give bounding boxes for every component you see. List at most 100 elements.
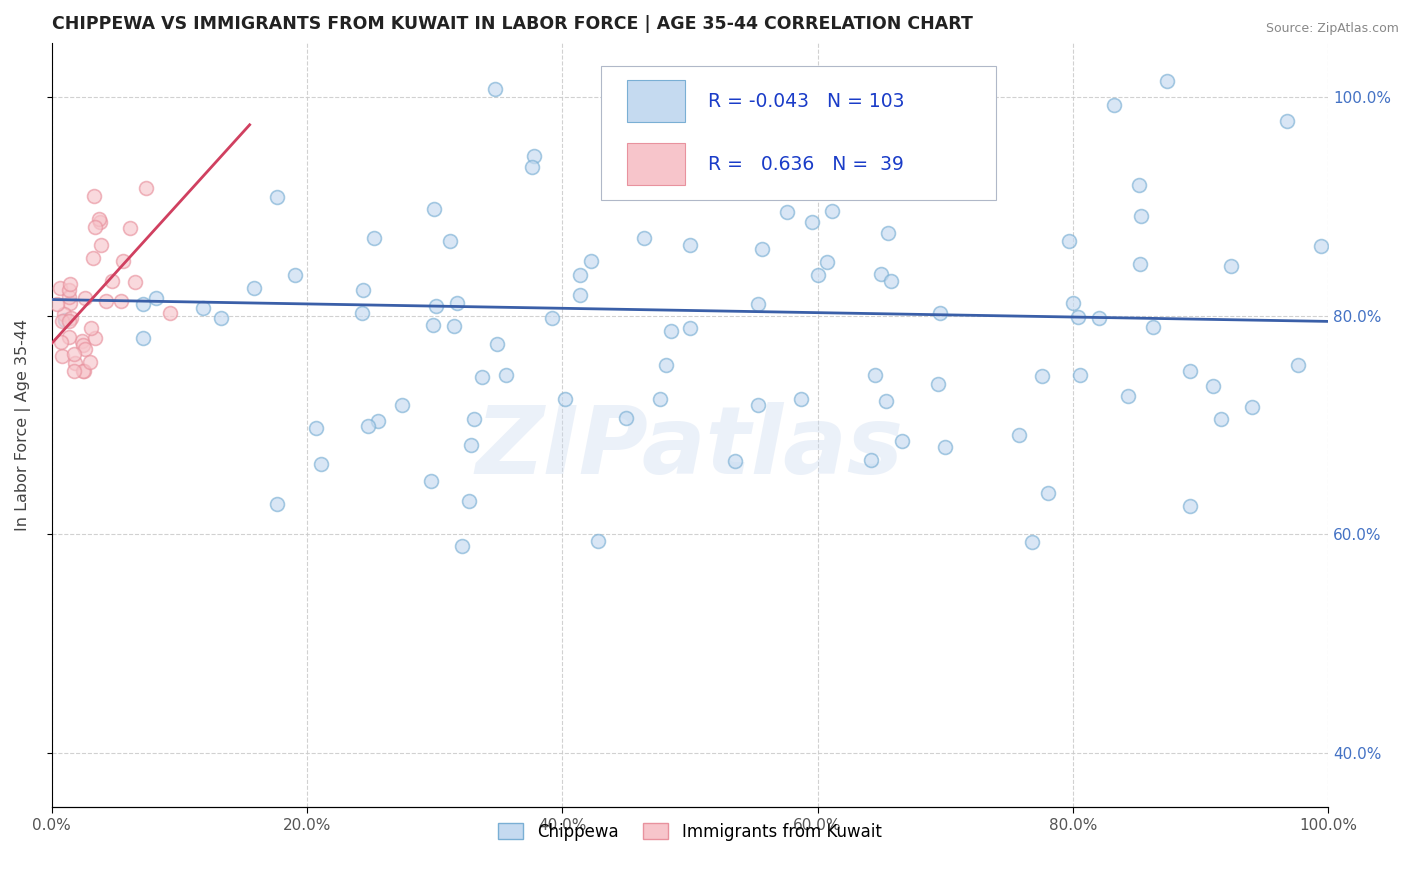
Point: [869, 267, 891, 281]
Point: [1069, 368, 1091, 383]
Point: [1116, 389, 1139, 403]
Point: [520, 160, 543, 174]
Point: [1021, 534, 1043, 549]
Point: [357, 419, 380, 434]
Point: [75, 291, 97, 305]
Text: R = -0.043   N = 103: R = -0.043 N = 103: [707, 92, 904, 111]
Point: [710, 118, 733, 132]
Point: [679, 321, 702, 335]
Point: [89, 215, 111, 229]
Point: [132, 331, 155, 345]
Point: [742, 74, 765, 88]
Point: [752, 104, 775, 119]
Point: [309, 457, 332, 471]
Point: [70, 334, 93, 348]
Point: [352, 305, 374, 319]
Point: [62, 347, 84, 361]
Point: [815, 255, 838, 269]
Point: [132, 297, 155, 311]
Point: [1209, 411, 1232, 425]
Point: [581, 254, 603, 268]
Point: [554, 392, 576, 407]
Point: [193, 301, 215, 315]
Point: [209, 310, 232, 325]
Point: [929, 306, 952, 320]
Point: [46, 297, 69, 311]
Point: [58, 330, 80, 344]
Point: [648, 392, 671, 406]
Point: [1178, 500, 1201, 514]
Point: [83, 188, 105, 202]
Point: [49, 281, 72, 295]
Point: [53, 307, 76, 321]
Point: [569, 268, 592, 282]
Point: [655, 358, 678, 372]
Point: [724, 453, 747, 467]
Point: [901, 141, 924, 155]
Point: [425, 299, 447, 313]
Point: [783, 170, 806, 185]
Point: [101, 274, 124, 288]
Point: [58, 289, 80, 303]
Point: [79, 355, 101, 369]
Point: [458, 494, 481, 508]
Point: [1275, 114, 1298, 128]
Point: [1038, 486, 1060, 500]
Legend: Chippewa, Immigrants from Kuwait: Chippewa, Immigrants from Kuwait: [498, 823, 882, 841]
Point: [633, 231, 655, 245]
Point: [305, 421, 328, 435]
Point: [49, 334, 72, 349]
Point: [58, 314, 80, 328]
Point: [759, 160, 782, 174]
Point: [363, 231, 385, 245]
Point: [1309, 239, 1331, 253]
Point: [678, 238, 700, 252]
Point: [974, 147, 997, 161]
Point: [747, 398, 769, 412]
Point: [450, 539, 472, 553]
Point: [73, 342, 96, 356]
Point: [621, 130, 644, 145]
Point: [58, 283, 80, 297]
Point: [423, 202, 446, 217]
Point: [63, 356, 86, 370]
Point: [1240, 401, 1263, 415]
Point: [51, 349, 73, 363]
Point: [1031, 369, 1053, 384]
Point: [96, 294, 118, 309]
Point: [266, 190, 288, 204]
Point: [82, 251, 104, 265]
Point: [807, 268, 830, 282]
Point: [73, 363, 96, 377]
Point: [439, 234, 461, 248]
Point: [1130, 209, 1153, 223]
Point: [614, 411, 637, 425]
Point: [877, 227, 900, 241]
Point: [879, 274, 901, 288]
Point: [659, 324, 682, 338]
Point: [650, 179, 672, 194]
Point: [420, 475, 443, 489]
Point: [495, 368, 517, 382]
Point: [443, 319, 465, 334]
Point: [145, 291, 167, 305]
Point: [1142, 319, 1164, 334]
Point: [974, 183, 997, 197]
Point: [801, 215, 824, 229]
Point: [863, 368, 886, 383]
Point: [124, 275, 146, 289]
Point: [1156, 74, 1178, 88]
Point: [776, 205, 799, 219]
Point: [53, 313, 76, 327]
Point: [110, 293, 132, 308]
Point: [352, 283, 374, 297]
Point: [111, 254, 134, 268]
Text: ZIPatlas: ZIPatlas: [475, 402, 904, 494]
Point: [120, 221, 142, 235]
Point: [51, 314, 73, 328]
Point: [875, 394, 897, 409]
Point: [135, 181, 157, 195]
Point: [1062, 295, 1084, 310]
Point: [266, 498, 288, 512]
Point: [1008, 428, 1031, 442]
